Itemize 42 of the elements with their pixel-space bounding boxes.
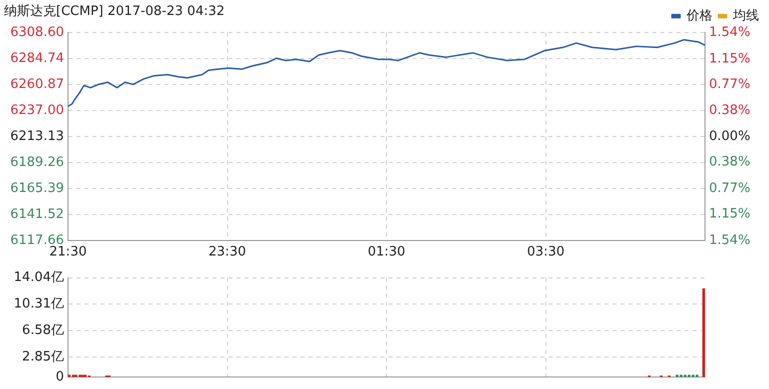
bar xyxy=(684,374,686,378)
bar xyxy=(74,374,78,378)
legend-label: 价格 xyxy=(686,8,712,24)
legend-label: 均线 xyxy=(732,8,759,24)
y2-tick-label: 0.38% xyxy=(709,103,750,118)
bar xyxy=(692,374,694,378)
y-tick-label: 10.31亿 xyxy=(14,296,64,312)
y-tick-label: 14.04亿 xyxy=(14,270,64,286)
bar xyxy=(84,374,87,378)
x-tick-label: 01:30 xyxy=(368,244,406,260)
y-tick-label: 6.58亿 xyxy=(22,322,64,338)
y2-tick-label: 0.00% xyxy=(709,128,750,144)
y-tick-label: 6141.52 xyxy=(10,206,64,222)
bar xyxy=(78,374,82,378)
y-tick-label: 6308.60 xyxy=(10,24,64,40)
bar xyxy=(72,374,75,378)
y-tick-label: 6189.26 xyxy=(10,154,64,170)
x-tick-label: 23:30 xyxy=(208,244,246,260)
bar xyxy=(702,288,705,378)
bar xyxy=(676,374,678,378)
y-tick-label: 6165.39 xyxy=(10,180,64,196)
y-tick-label: 0 xyxy=(56,370,64,385)
y-tick-label: 6213.13 xyxy=(10,128,64,144)
bar xyxy=(68,374,71,378)
y-tick-label: 6237.00 xyxy=(10,102,64,118)
y2-tick-label: 0.77% xyxy=(709,76,750,92)
y2-tick-label: 1.54% xyxy=(709,24,750,40)
x-tick-label: 21:30 xyxy=(49,244,87,260)
bar xyxy=(680,374,682,378)
bar xyxy=(696,374,698,378)
bar xyxy=(81,374,84,378)
y2-tick-label: 1.54% xyxy=(709,232,750,248)
y2-tick-label: 1.15% xyxy=(709,51,750,66)
y2-tick-label: 0.38% xyxy=(709,154,750,170)
chart-title: 纳斯达克[CCMP] 2017-08-23 04:32 xyxy=(4,4,225,20)
y-tick-label: 2.85亿 xyxy=(22,349,64,364)
y2-tick-label: 0.77% xyxy=(709,180,750,196)
y-tick-label: 6284.74 xyxy=(10,50,64,66)
bar xyxy=(688,374,690,378)
x-tick-label: 03:30 xyxy=(527,244,564,260)
y2-tick-label: 1.15% xyxy=(709,206,750,222)
y-tick-label: 6260.87 xyxy=(10,76,64,92)
